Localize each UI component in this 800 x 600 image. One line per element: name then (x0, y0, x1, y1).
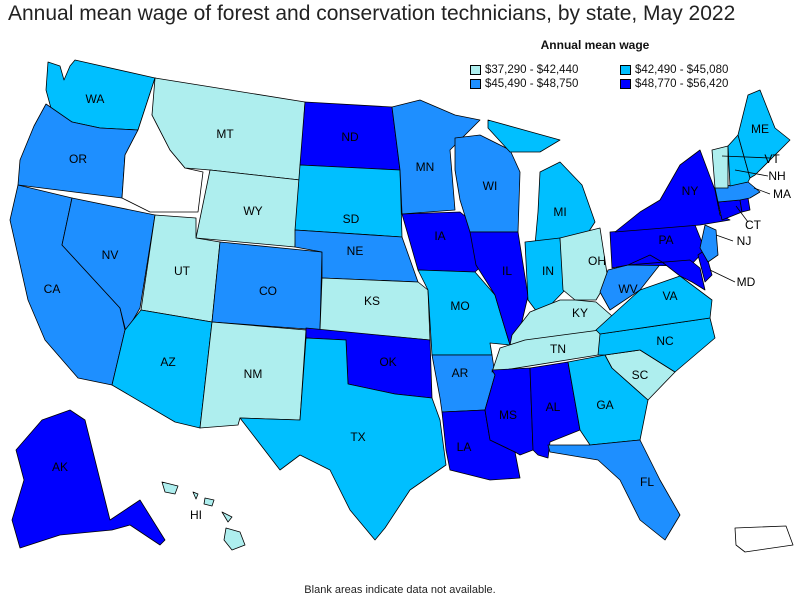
state-label-wy: WY (243, 204, 262, 218)
state-label-ks: KS (364, 294, 380, 308)
state-label-ar: AR (452, 366, 469, 380)
state-label-ma: MA (773, 187, 791, 201)
state-label-or: OR (69, 152, 87, 166)
state-label-hi: HI (190, 508, 202, 522)
legend-item-bin-3: $45,490 - $48,750 (470, 78, 620, 90)
state-label-la: LA (457, 440, 472, 454)
state-label-mt: MT (216, 127, 234, 141)
state-label-nv: NV (102, 248, 119, 262)
state-label-ia: IA (434, 229, 445, 243)
state-fl (547, 439, 681, 541)
state-ks (319, 277, 431, 341)
state-label-nc: NC (656, 334, 674, 348)
state-label-az: AZ (160, 355, 175, 369)
state-ak (11, 409, 166, 549)
state-label-me: ME (751, 122, 769, 136)
state-label-mi: MI (553, 205, 566, 219)
state-ar (431, 354, 496, 413)
state-label-al: AL (546, 400, 561, 414)
legend-label: $42,490 - $45,080 (635, 64, 729, 76)
state-label-co: CO (259, 284, 277, 298)
state-pr (734, 525, 794, 553)
leader-line-nj (715, 234, 734, 242)
state-label-in: IN (542, 264, 554, 278)
state-mo (417, 269, 511, 356)
state-label-ga: GA (596, 398, 613, 412)
legend-label: $37,290 - $42,440 (485, 64, 579, 76)
legend-swatch (470, 79, 481, 89)
legend-swatch (620, 65, 631, 75)
state-label-nj: NJ (737, 234, 752, 248)
state-label-wa: WA (86, 92, 105, 106)
map-title: Annual mean wage of forest and conservat… (8, 2, 736, 25)
state-tx (239, 337, 447, 541)
state-label-nd: ND (341, 130, 359, 144)
leader-line-md (709, 269, 736, 283)
state-label-nm: NM (244, 367, 263, 381)
state-label-ny: NY (682, 184, 699, 198)
state-label-tn: TN (550, 342, 566, 356)
state-label-ok: OK (379, 355, 396, 369)
state-label-ca: CA (44, 282, 61, 296)
state-nj (699, 224, 719, 263)
leader-line-nh (734, 169, 769, 177)
legend-item-bin-4: $48,770 - $56,420 (620, 78, 780, 90)
state-hi (161, 481, 246, 551)
state-ny (614, 149, 731, 233)
legend: Annual mean wage $37,290 - $42,440 $42,4… (470, 38, 795, 90)
state-label-md: MD (737, 275, 756, 289)
state-label-sd: SD (343, 212, 360, 226)
leader-line-ma (753, 187, 771, 195)
state-label-pa: PA (658, 233, 673, 247)
leader-line-vt (721, 155, 771, 159)
legend-item-bin-1: $37,290 - $42,440 (470, 64, 620, 76)
state-oh (559, 227, 609, 301)
state-nc (597, 317, 716, 373)
legend-title: Annual mean wage (540, 38, 650, 52)
state-label-ky: KY (572, 306, 588, 320)
state-label-ne: NE (347, 244, 364, 258)
legend-label: $48,770 - $56,420 (635, 78, 729, 90)
legend-swatch (470, 65, 481, 75)
state-label-sc: SC (632, 368, 649, 382)
state-sd (294, 164, 403, 238)
state-label-ut: UT (174, 264, 191, 278)
state-mn (391, 99, 481, 215)
state-md (627, 254, 706, 291)
legend-item-bin-2: $42,490 - $45,080 (620, 64, 780, 76)
footnote: Blank areas indicate data not available. (304, 584, 496, 596)
state-label-mo: MO (450, 299, 469, 313)
state-label-ak: AK (52, 460, 68, 474)
state-label-il: IL (502, 264, 512, 278)
legend-label: $45,490 - $48,750 (485, 78, 579, 90)
legend-swatch (620, 79, 631, 89)
state-label-wv: WV (618, 282, 637, 296)
state-vt (711, 145, 729, 189)
state-label-oh: OH (588, 254, 606, 268)
state-label-ms: MS (499, 408, 517, 422)
state-label-vt: VT (764, 152, 780, 166)
state-label-va: VA (662, 289, 677, 303)
state-label-mn: MN (416, 160, 435, 174)
state-label-wi: WI (483, 179, 498, 193)
state-me (737, 89, 791, 179)
state-label-nh: NH (768, 169, 785, 183)
leader-line-ct (735, 205, 749, 223)
state-label-fl: FL (640, 475, 654, 489)
state-ct (717, 199, 743, 221)
state-label-tx: TX (350, 430, 365, 444)
state-nh (727, 134, 751, 187)
state-label-ct: CT (745, 218, 762, 232)
